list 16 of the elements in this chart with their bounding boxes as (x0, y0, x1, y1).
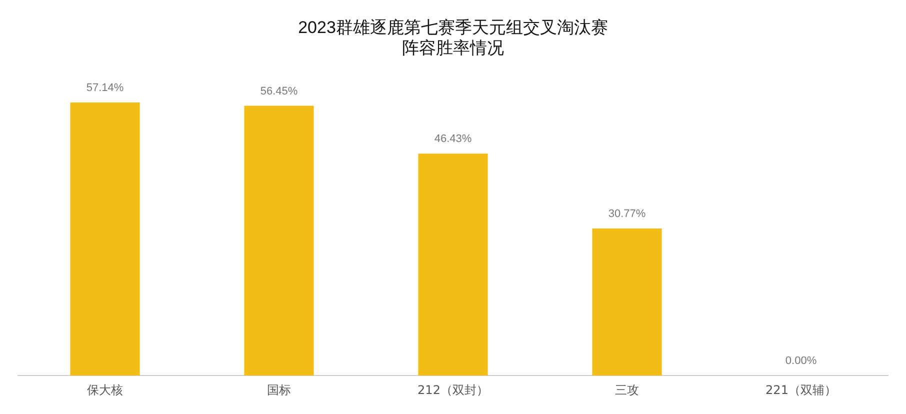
bar (70, 102, 140, 376)
text: 阵容胜率情况 (402, 38, 504, 58)
bar (592, 228, 662, 376)
bar (244, 106, 314, 376)
data-label: 30.77% (608, 208, 646, 220)
x-tick-label: 221（双辅） (766, 382, 836, 397)
text: 2023群雄逐鹿第七赛季天元组交叉淘汰赛 (298, 18, 608, 37)
data-label: 56.45% (260, 85, 298, 98)
bar (418, 154, 488, 376)
x-tick-label: 212（双封） (418, 382, 488, 397)
data-label: 57.14% (86, 82, 124, 94)
data-label: 0.00% (785, 355, 817, 368)
x-tick-label: 保大核 (87, 382, 123, 397)
data-label: 46.43% (434, 133, 472, 146)
x-tick-label: 三攻 (615, 382, 639, 397)
x-tick-label: 国标 (267, 382, 291, 397)
